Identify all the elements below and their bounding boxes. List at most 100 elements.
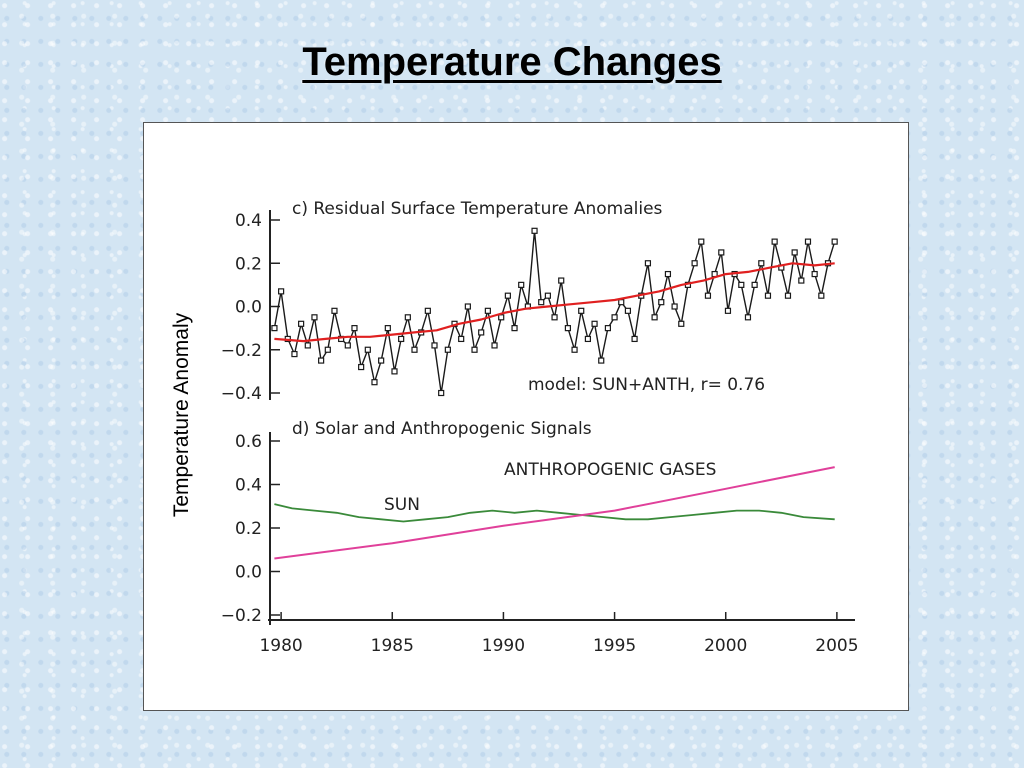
observed-point: [664, 270, 672, 278]
observed-point: [504, 292, 511, 299]
observed-point: [744, 314, 752, 321]
observed-point: [718, 249, 725, 256]
observed-point: [424, 307, 431, 314]
observed-point: [484, 307, 491, 314]
sun-series-label: SUN: [384, 495, 420, 515]
x-tick-label: 2005: [815, 636, 858, 656]
observed-point: [398, 335, 405, 343]
observed-point: [631, 335, 638, 343]
observed-point: [431, 342, 438, 349]
observed-point: [791, 249, 798, 256]
model-line: [274, 262, 835, 343]
x-tick-label: 1990: [482, 636, 525, 656]
observed-point: [784, 292, 792, 299]
series-layer: [271, 227, 838, 560]
observed-point: [678, 320, 685, 327]
observed-point: [531, 227, 538, 234]
observed-point: [278, 288, 285, 295]
observed-point: [818, 292, 825, 299]
observed-point: [271, 325, 278, 332]
observed-point: [551, 314, 558, 321]
panel-c-y-tick-label: −0.2: [221, 341, 262, 361]
panel-c-y-tick-label: 0.4: [235, 211, 262, 231]
panel-c-y-tick-label: 0.2: [235, 254, 262, 274]
panel-d-ticks: 0.6 0.4 0.2 0.0 −0.2: [221, 432, 280, 626]
observed-point: [831, 238, 838, 245]
observed-point: [411, 346, 418, 353]
observed-point: [491, 342, 498, 349]
observed-point: [724, 307, 732, 314]
observed-point: [438, 389, 445, 397]
panel-d-y-tick-label: 0.6: [235, 432, 262, 452]
observed-point: [311, 314, 318, 321]
observed-point: [624, 307, 632, 314]
observed-point: [518, 281, 525, 288]
x-tick-label: 2000: [704, 636, 747, 656]
observed-point: [651, 314, 658, 321]
observed-point: [658, 299, 665, 306]
observed-point: [604, 325, 612, 332]
observed-point: [384, 325, 391, 332]
observed-point: [758, 260, 765, 267]
observed-point: [291, 350, 298, 358]
x-tick-label: 1985: [371, 636, 414, 656]
observed-point: [611, 314, 618, 321]
observed-point: [404, 314, 411, 321]
observed-point: [304, 342, 311, 349]
observed-point: [584, 335, 592, 343]
observed-point: [364, 346, 371, 353]
observed-point: [471, 346, 478, 353]
observed-point: [578, 307, 585, 314]
observed-point: [671, 303, 678, 310]
panel-d-y-tick-label: 0.0: [235, 563, 262, 583]
observed-point: [478, 329, 485, 336]
observed-point: [538, 299, 545, 306]
observed-point: [811, 270, 818, 278]
anthropogenic-signal-line: [274, 466, 835, 560]
observed-point: [464, 303, 471, 310]
observed-point: [498, 314, 505, 321]
observed-point: [458, 335, 465, 343]
panel-d-y-tick-label: 0.2: [235, 519, 262, 539]
observed-point: [331, 307, 338, 314]
observed-point: [358, 363, 365, 371]
observed-point: [618, 299, 625, 306]
panel-d-y-tick-label: −0.2: [221, 606, 262, 626]
observed-point: [598, 357, 605, 364]
observed-point: [511, 325, 518, 332]
observed-point: [318, 357, 325, 364]
sun-signal-line: [274, 503, 835, 523]
slide-title: Temperature Changes: [302, 40, 722, 84]
panel-d-title: d) Solar and Anthropogenic Signals: [292, 419, 592, 439]
x-tick-label: 1995: [593, 636, 636, 656]
observed-point: [378, 357, 385, 364]
observed-point: [444, 346, 451, 353]
observed-point: [391, 368, 398, 375]
observed-point: [298, 320, 305, 327]
observed-point: [571, 346, 578, 353]
observed-point: [544, 292, 551, 299]
observed-point: [591, 320, 598, 327]
x-tick-label: 1980: [259, 636, 302, 656]
observed-point: [751, 281, 758, 288]
observed-point: [738, 281, 745, 288]
panel-c-y-tick-label: 0.0: [235, 298, 262, 318]
observed-point: [804, 238, 812, 245]
observed-point: [564, 325, 571, 332]
observed-point: [344, 342, 351, 349]
observed-point: [371, 379, 378, 386]
observed-point: [698, 238, 705, 245]
observed-point: [704, 292, 712, 299]
observed-point: [798, 277, 805, 284]
panel-c-y-tick-label: −0.4: [221, 384, 262, 404]
observed-point: [691, 260, 698, 267]
observed-point: [351, 325, 358, 332]
anthropogenic-series-label: ANTHROPOGENIC GASES: [504, 460, 716, 480]
observed-point: [644, 260, 652, 267]
observed-point: [558, 277, 565, 284]
panel-c-ticks: 0.4 0.2 0.0 −0.2 −0.4: [221, 211, 280, 404]
model-annotation: model: SUN+ANTH, r= 0.76: [528, 375, 765, 395]
panel-d-y-tick-label: 0.4: [235, 476, 262, 496]
observed-point: [764, 292, 772, 299]
